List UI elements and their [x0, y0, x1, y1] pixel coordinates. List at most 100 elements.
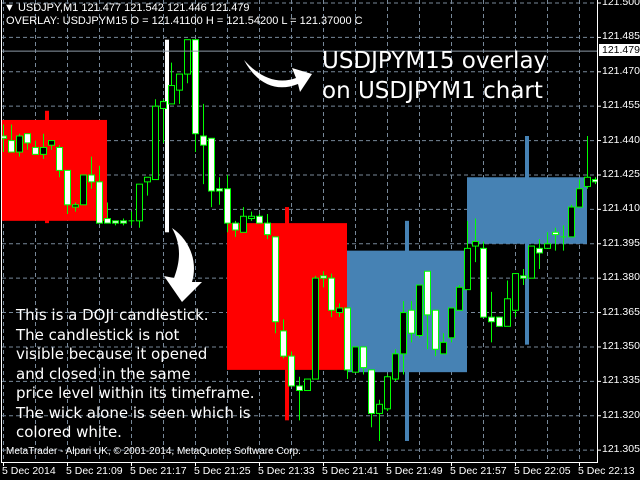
- annotation-line: price level within its timeframe.: [16, 384, 255, 402]
- candle-body: [480, 247, 487, 318]
- candle-body: [408, 309, 415, 334]
- price-label: 121.320: [602, 408, 640, 421]
- candle-body: [176, 73, 183, 91]
- price-label: 121.410: [602, 202, 640, 215]
- candle-body: [472, 240, 479, 247]
- candle-body: [192, 39, 199, 135]
- candle-body: [536, 247, 543, 254]
- candle-body: [384, 376, 391, 410]
- candle-body: [280, 330, 287, 357]
- price-label: 121.440: [602, 133, 640, 146]
- candle-body: [416, 284, 423, 336]
- candle-body: [152, 105, 159, 181]
- time-label: 5 Dec 21:25: [194, 465, 251, 477]
- time-label: 5 Dec 21:57: [450, 465, 507, 477]
- candle-body: [464, 247, 471, 291]
- candle-body: [264, 222, 271, 236]
- collapse-triangle-icon[interactable]: ▼: [4, 2, 18, 14]
- candle-body: [488, 316, 495, 323]
- time-label: 5 Dec 21:17: [130, 465, 187, 477]
- price-label: 121.380: [602, 271, 640, 284]
- candle-body: [224, 188, 231, 224]
- candle-body: [344, 307, 351, 371]
- candle-body: [552, 231, 559, 236]
- candle-body: [440, 341, 447, 355]
- price-label: 121.365: [602, 305, 640, 318]
- time-label: 5 Dec 21:33: [258, 465, 315, 477]
- candle-body: [184, 39, 191, 75]
- time-label: 5 Dec 22:13: [578, 465, 635, 477]
- annotation-line: This is a DOJI candlestick.: [16, 306, 209, 324]
- time-label: 5 Dec 22:05: [514, 465, 571, 477]
- annotation-line: USDJPYM15 overlay: [322, 48, 548, 74]
- price-label: 121.335: [602, 374, 640, 387]
- annotation-line: and closed in the same: [16, 364, 191, 383]
- arrow-down-icon: [164, 228, 202, 302]
- candle-body: [144, 176, 151, 183]
- candle-body: [216, 188, 223, 192]
- overlay-annotation: USDJPYM15 overlay on USDJPYM1 chart: [322, 46, 547, 106]
- candle-body: [504, 298, 511, 327]
- candle-body: [48, 140, 55, 146]
- candle-body: [312, 277, 319, 380]
- symbol-ohlc: USDJPY,M1 121.477 121.542 121.446 121.47…: [17, 2, 250, 14]
- candle-body: [288, 355, 295, 387]
- candle-body: [304, 378, 311, 392]
- candle-body: [432, 309, 439, 350]
- candle-body: [328, 277, 335, 311]
- price-label: 121.395: [602, 236, 640, 249]
- annotation-line: The wick alone is seen which is: [16, 403, 251, 422]
- candle-body: [512, 273, 519, 311]
- bid-price-label: 121.479: [599, 44, 640, 57]
- candle-body: [16, 135, 23, 153]
- price-label: 121.350: [602, 339, 640, 352]
- price-label: 121.500: [602, 0, 640, 8]
- candle-body: [160, 101, 167, 109]
- candle-body: [400, 312, 407, 355]
- candle-body: [584, 176, 591, 187]
- candle-body: [424, 270, 431, 316]
- doji-annotation: This is a DOJI candlestick. The candlest…: [16, 306, 255, 443]
- price-label: 121.485: [602, 30, 640, 43]
- annotation-line: on USDJPYM1 chart: [322, 78, 543, 104]
- candle-body: [544, 243, 551, 249]
- time-label: 5 Dec 21:09: [66, 465, 123, 477]
- price-label: 121.305: [602, 443, 640, 456]
- candle-body: [352, 346, 359, 373]
- candle-body: [40, 146, 47, 155]
- annotation-line: visible because it opened: [16, 345, 208, 363]
- candle-body: [592, 179, 597, 183]
- candle-body: [104, 218, 111, 224]
- candle-body: [32, 146, 39, 155]
- price-label: 121.455: [602, 99, 640, 112]
- candle-body: [296, 385, 303, 392]
- overlay-candle-body: [467, 177, 587, 244]
- candle-body: [256, 215, 263, 224]
- candle-body: [136, 183, 143, 222]
- symbol-header: ▼ USDJPY,M1 121.477 121.542 121.446 121.…: [4, 2, 250, 14]
- candle-body: [24, 133, 31, 144]
- candle-body: [208, 137, 215, 192]
- candle-body: [232, 222, 239, 231]
- plot-area: [2, 0, 597, 462]
- candle-body: [72, 204, 79, 208]
- candle-body: [96, 181, 103, 224]
- candle-body: [80, 174, 87, 206]
- candle-body: [392, 353, 399, 380]
- candle-body: [360, 346, 367, 369]
- candle-body: [336, 307, 343, 314]
- overlay-candle-wick: [165, 39, 169, 233]
- candle-body: [528, 245, 535, 279]
- candle-body: [56, 146, 63, 171]
- candle-body: [64, 169, 71, 206]
- candle-body: [2, 135, 7, 139]
- candle-body: [120, 220, 127, 224]
- candle-body: [272, 236, 279, 323]
- annotation-line: colored white.: [16, 423, 122, 441]
- candle-body: [568, 206, 575, 238]
- time-label: 5 Dec 21:49: [386, 465, 443, 477]
- copyright-text: MetaTrader - Alpari UK, © 2001-2014, Met…: [6, 446, 301, 457]
- candle-body: [496, 316, 503, 327]
